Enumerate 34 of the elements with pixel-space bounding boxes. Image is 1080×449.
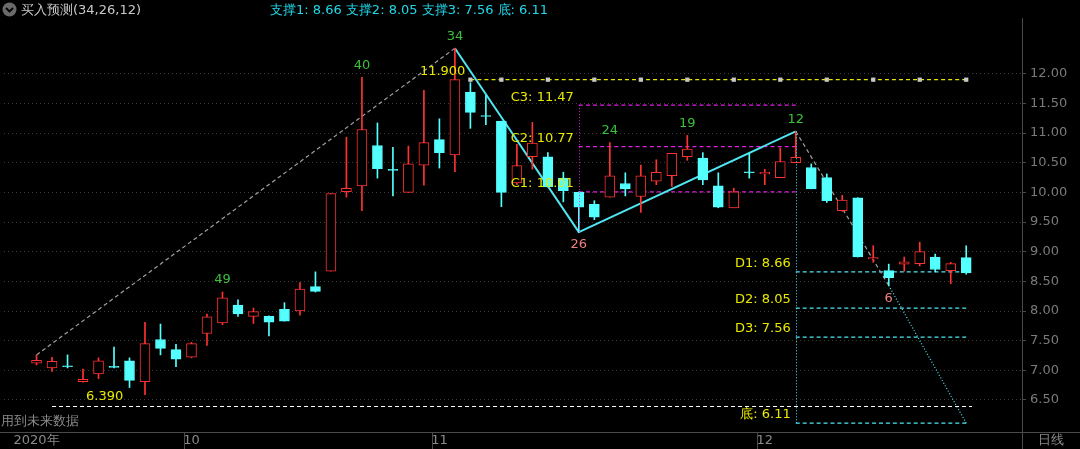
x-tick-label: 2020年	[13, 432, 60, 448]
data-label: D3: 7.56	[735, 320, 791, 336]
data-label: D1: 8.66	[735, 255, 791, 271]
text: 12	[787, 110, 805, 126]
x-tick-label: 12	[756, 432, 774, 448]
x-tick-label: 11	[431, 432, 448, 448]
chart-subtitle: 支撑1: 8.66 支撑2: 8.05 支撑3: 7.56 底: 6.11	[270, 1, 549, 19]
y-tick-label: 9.00	[1030, 243, 1059, 259]
text: 26	[570, 236, 588, 252]
ref-line-label: 6.390	[86, 387, 124, 403]
data-label: 底: 6.11	[740, 406, 791, 422]
text: 34	[446, 27, 464, 43]
chart-title: 买入预测(34,26,12)	[21, 1, 142, 19]
annotation: 用到未来数据	[1, 413, 79, 429]
text: 19	[679, 114, 696, 130]
y-tick-label: 10.00	[1030, 183, 1068, 199]
y-tick-label: 9.50	[1030, 213, 1059, 229]
y-tick-label: 11.00	[1030, 124, 1068, 140]
data-label: C3: 11.47	[510, 88, 574, 104]
y-tick-label: 8.50	[1030, 272, 1059, 288]
text: 日线	[1038, 432, 1064, 448]
y-tick-label: 7.50	[1030, 332, 1059, 348]
text: 49	[214, 271, 231, 287]
y-tick-label: 6.50	[1030, 391, 1059, 407]
y-tick-label: 7.00	[1030, 361, 1059, 377]
data-label: D2: 8.05	[735, 291, 791, 307]
text: 24	[601, 121, 619, 137]
y-tick-label: 12.00	[1030, 65, 1068, 81]
x-tick-label: 10	[183, 432, 200, 448]
text: 40	[353, 56, 371, 72]
text: 6	[884, 289, 893, 305]
y-tick-label: 11.50	[1030, 94, 1068, 110]
y-tick-label: 10.50	[1030, 154, 1068, 170]
y-tick-label: 8.00	[1030, 302, 1059, 318]
